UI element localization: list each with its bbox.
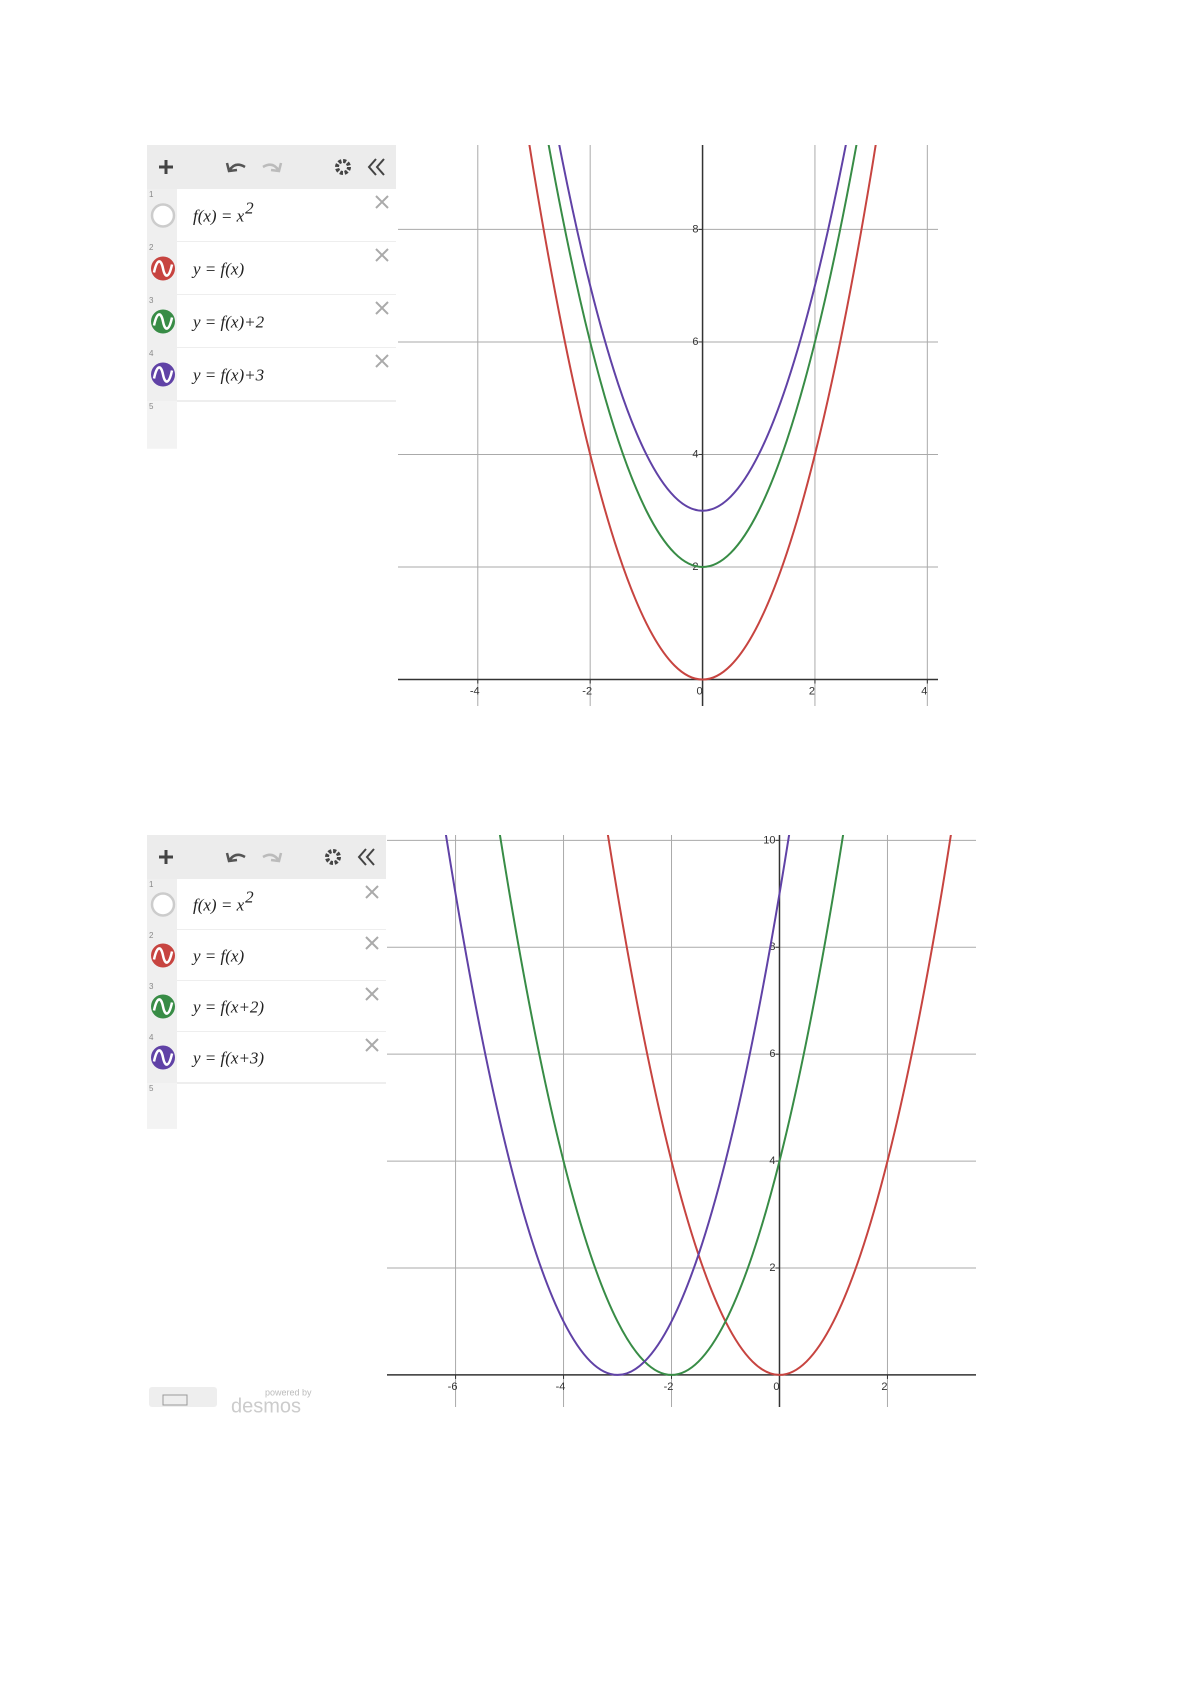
expression-panel: 1f(x) = x 22y = f(x)3y = f(x+2)4y = f(x+3… bbox=[147, 835, 386, 1129]
curve bbox=[444, 835, 791, 1376]
toolbar bbox=[147, 835, 386, 879]
redo-button[interactable] bbox=[262, 162, 283, 173]
brand: desmos bbox=[231, 1395, 301, 1417]
desmos-screenshot: 1f(x) = x 22y = f(x)3y = f(x+2)4y = f(x+3… bbox=[147, 834, 976, 1417]
delete-button[interactable] bbox=[375, 195, 389, 209]
x-tick-label: 4 bbox=[921, 685, 927, 697]
row-number: 4 bbox=[149, 349, 154, 358]
y-tick-label: 4 bbox=[769, 1155, 775, 1167]
expression-row[interactable] bbox=[177, 879, 386, 930]
expression: y = f(x+3) bbox=[191, 1048, 264, 1067]
wave-icon bbox=[152, 1049, 174, 1066]
delete-button[interactable] bbox=[365, 885, 379, 899]
graph-bg bbox=[387, 835, 976, 1407]
x-tick-label: -4 bbox=[556, 1381, 566, 1393]
keyboard-icon bbox=[162, 1394, 188, 1406]
x-tick-label: -4 bbox=[470, 685, 480, 697]
undo-button[interactable] bbox=[225, 852, 246, 863]
delete-button[interactable] bbox=[365, 936, 379, 950]
redo-button[interactable] bbox=[262, 852, 283, 863]
expression-row[interactable] bbox=[177, 295, 396, 348]
expression-row[interactable] bbox=[177, 348, 396, 401]
add-button[interactable] bbox=[159, 850, 173, 864]
graph: -6 -4 -2 0 2 2 4 6 8 10 bbox=[387, 834, 976, 1407]
powered-by: powered by bbox=[265, 1387, 312, 1397]
row-number: 1 bbox=[149, 880, 154, 889]
collapse-button[interactable] bbox=[367, 158, 385, 176]
curve bbox=[606, 835, 952, 1376]
curve bbox=[498, 835, 845, 1376]
wave-icon bbox=[152, 260, 174, 277]
expression-row[interactable] bbox=[177, 189, 396, 242]
y-tick-label: 8 bbox=[769, 941, 775, 953]
y-tick-label: 6 bbox=[769, 1048, 775, 1060]
wave-icon bbox=[152, 366, 174, 383]
curve bbox=[558, 145, 847, 512]
row-number: 2 bbox=[149, 931, 154, 940]
expression: y = f(x)+2 bbox=[191, 312, 265, 331]
y-tick-label: 4 bbox=[692, 448, 698, 460]
row-number: 2 bbox=[149, 243, 154, 252]
add-button[interactable] bbox=[159, 160, 173, 174]
desmos-screenshot: 1f(x) = x 22y = f(x)3y = f(x)+24y = f(x)+… bbox=[147, 145, 938, 706]
expression-row[interactable] bbox=[177, 981, 386, 1032]
delete-button[interactable] bbox=[375, 301, 389, 315]
x-tick-label: -2 bbox=[582, 685, 592, 697]
y-tick-label: 6 bbox=[692, 336, 698, 348]
exponent: 2 bbox=[245, 887, 254, 906]
expression: y = f(x) bbox=[191, 259, 244, 278]
toolbar bbox=[147, 145, 396, 189]
collapse-button[interactable] bbox=[357, 848, 375, 866]
expression: y = f(x)+3 bbox=[191, 365, 264, 384]
x-tick-label: 2 bbox=[881, 1381, 887, 1393]
y-tick-label: 10 bbox=[763, 834, 775, 846]
settings-button[interactable] bbox=[335, 159, 351, 175]
delete-button[interactable] bbox=[375, 354, 389, 368]
expression-row[interactable] bbox=[177, 242, 396, 295]
curve bbox=[528, 145, 877, 681]
row-number: 3 bbox=[149, 982, 154, 991]
hidden-toggle[interactable] bbox=[150, 892, 176, 917]
y-tick-label: 2 bbox=[769, 1262, 775, 1274]
definition: f(x) = x bbox=[193, 206, 245, 225]
expression-panel: 1f(x) = x 22y = f(x)3y = f(x)+24y = f(x)+… bbox=[147, 145, 396, 449]
expression: y = f(x+2) bbox=[191, 997, 264, 1016]
x-tick-label: -6 bbox=[448, 1381, 458, 1393]
wave-icon bbox=[152, 998, 174, 1015]
expression-row[interactable] bbox=[177, 1032, 386, 1083]
graph-bg bbox=[398, 145, 938, 706]
row-number: 4 bbox=[149, 1033, 154, 1042]
exponent: 2 bbox=[245, 198, 254, 217]
x-tick-label: 0 bbox=[773, 1381, 779, 1393]
row-number: 5 bbox=[149, 1084, 154, 1093]
settings-button[interactable] bbox=[325, 849, 341, 865]
hidden-toggle[interactable] bbox=[150, 203, 176, 228]
delete-button[interactable] bbox=[365, 1038, 379, 1052]
y-tick-label: 8 bbox=[692, 223, 698, 235]
x-tick-label: -2 bbox=[664, 1381, 674, 1393]
keyboard-button[interactable] bbox=[149, 1387, 217, 1407]
curve bbox=[547, 145, 858, 569]
wave-icon bbox=[152, 313, 174, 330]
row-number: 5 bbox=[149, 402, 154, 411]
x-tick-label: 0 bbox=[696, 685, 702, 697]
row-number: 3 bbox=[149, 296, 154, 305]
expression: y = f(x) bbox=[191, 946, 244, 965]
expression-row[interactable] bbox=[177, 930, 386, 981]
undo-button[interactable] bbox=[225, 162, 246, 173]
delete-button[interactable] bbox=[375, 248, 389, 262]
delete-button[interactable] bbox=[365, 987, 379, 1001]
x-tick-label: 2 bbox=[809, 685, 815, 697]
row-gutter bbox=[147, 401, 177, 449]
row-gutter bbox=[147, 1083, 177, 1129]
definition: f(x) = x bbox=[193, 895, 245, 914]
row-number: 1 bbox=[149, 190, 154, 199]
wave-icon bbox=[152, 947, 174, 964]
